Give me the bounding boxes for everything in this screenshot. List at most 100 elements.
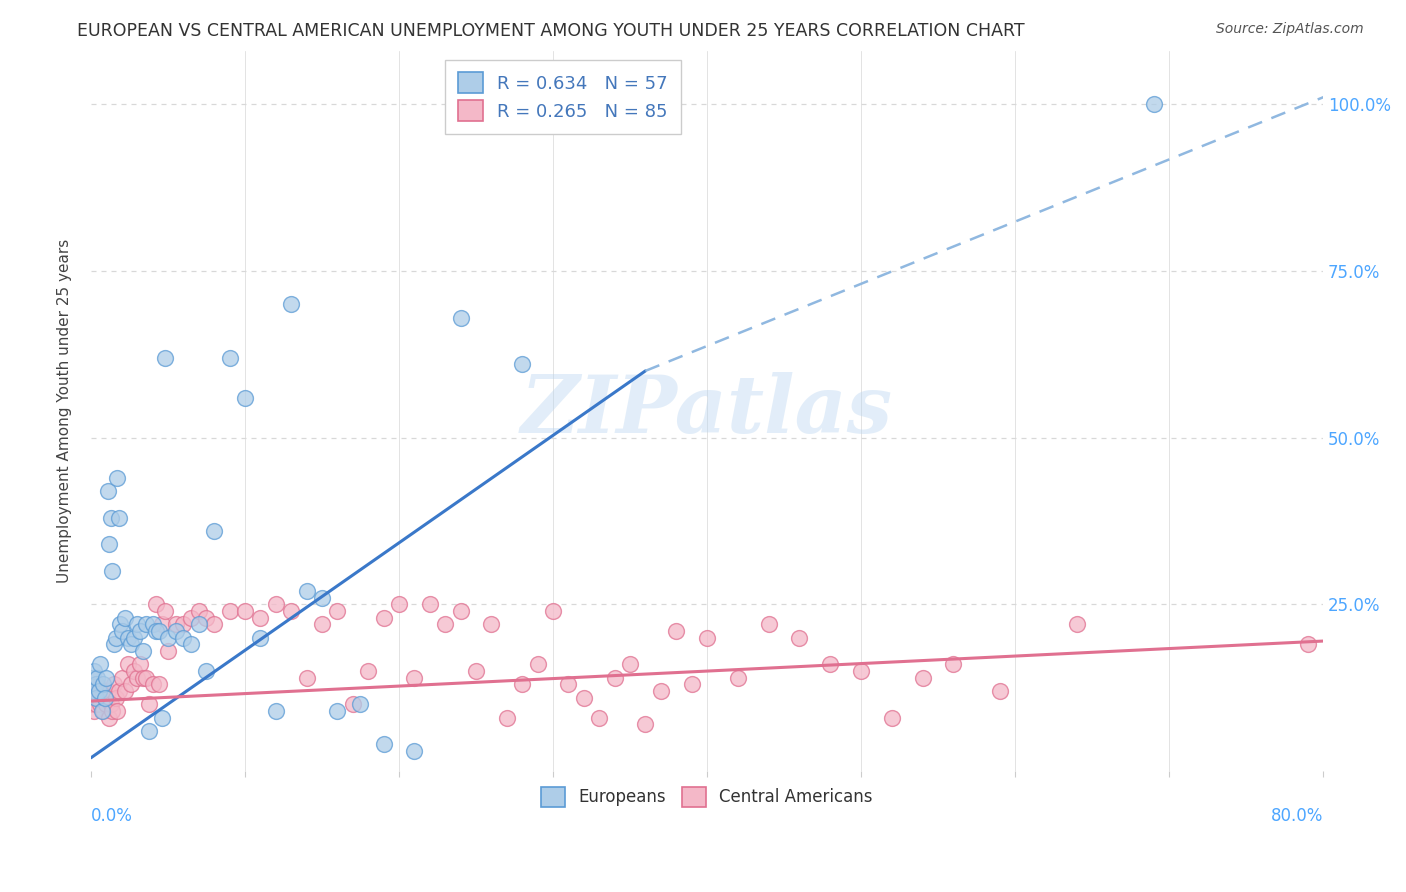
Point [83, 684, 105, 698]
Legend: Europeans, Central Americans: Europeans, Central Americans [534, 780, 879, 814]
Point [280, 297, 302, 311]
Point [619, 657, 641, 672]
Point [138, 698, 160, 712]
Point [101, 564, 124, 578]
Point [510, 357, 533, 371]
Point [148, 624, 170, 638]
Point [172, 617, 194, 632]
Point [388, 598, 411, 612]
Point [103, 677, 125, 691]
Text: Source: ZipAtlas.com: Source: ZipAtlas.com [1216, 22, 1364, 37]
Point [127, 617, 149, 632]
Point [108, 617, 131, 632]
Point [104, 631, 127, 645]
Point [820, 657, 842, 672]
Point [249, 610, 271, 624]
Point [135, 671, 157, 685]
Point [419, 598, 441, 612]
Point [96, 671, 118, 685]
Point [942, 657, 965, 672]
Point [120, 637, 142, 651]
Point [132, 644, 155, 658]
Point [758, 617, 780, 632]
Point [165, 624, 187, 638]
Point [135, 617, 157, 632]
Point [83, 704, 105, 718]
Point [107, 510, 129, 524]
Point [156, 644, 179, 658]
Point [404, 671, 426, 685]
Point [129, 657, 152, 672]
Point [89, 698, 111, 712]
Point [681, 677, 703, 691]
Point [264, 704, 287, 718]
Point [588, 711, 610, 725]
Point [91, 704, 114, 718]
Point [849, 664, 872, 678]
Point [86, 671, 108, 685]
Point [195, 664, 218, 678]
Point [603, 671, 626, 685]
Point [104, 690, 127, 705]
Text: ZIPatlas: ZIPatlas [522, 372, 893, 450]
Point [187, 617, 209, 632]
Point [295, 671, 318, 685]
Point [481, 617, 503, 632]
Point [141, 617, 163, 632]
Point [129, 624, 152, 638]
Point [249, 631, 271, 645]
Point [218, 604, 240, 618]
Point [696, 631, 718, 645]
Point [180, 637, 202, 651]
Point [105, 470, 128, 484]
Point [650, 684, 672, 698]
Point [122, 664, 145, 678]
Point [87, 684, 110, 698]
Point [634, 717, 657, 731]
Point [127, 671, 149, 685]
Point [280, 604, 302, 618]
Text: 80.0%: 80.0% [1271, 807, 1323, 825]
Point [153, 351, 176, 365]
Point [373, 610, 395, 624]
Point [98, 711, 121, 725]
Point [218, 351, 240, 365]
Point [132, 671, 155, 685]
Point [342, 698, 364, 712]
Point [295, 584, 318, 599]
Point [117, 657, 139, 672]
Point [145, 598, 167, 612]
Point [114, 684, 136, 698]
Point [202, 617, 225, 632]
Point [450, 604, 472, 618]
Point [172, 631, 194, 645]
Point [84, 677, 107, 691]
Point [988, 684, 1011, 698]
Point [349, 698, 371, 712]
Point [82, 671, 104, 685]
Point [180, 610, 202, 624]
Point [311, 591, 333, 605]
Point [101, 704, 124, 718]
Point [120, 677, 142, 691]
Point [89, 657, 111, 672]
Point [114, 610, 136, 624]
Point [495, 711, 517, 725]
Point [138, 724, 160, 739]
Point [82, 698, 104, 712]
Point [572, 690, 595, 705]
Point [911, 671, 934, 685]
Text: 0.0%: 0.0% [91, 807, 132, 825]
Point [357, 664, 380, 678]
Point [195, 610, 218, 624]
Point [84, 690, 107, 705]
Point [727, 671, 749, 685]
Point [103, 637, 125, 651]
Point [510, 677, 533, 691]
Point [141, 677, 163, 691]
Point [187, 604, 209, 618]
Point [122, 631, 145, 645]
Point [233, 604, 256, 618]
Point [145, 624, 167, 638]
Point [86, 677, 108, 691]
